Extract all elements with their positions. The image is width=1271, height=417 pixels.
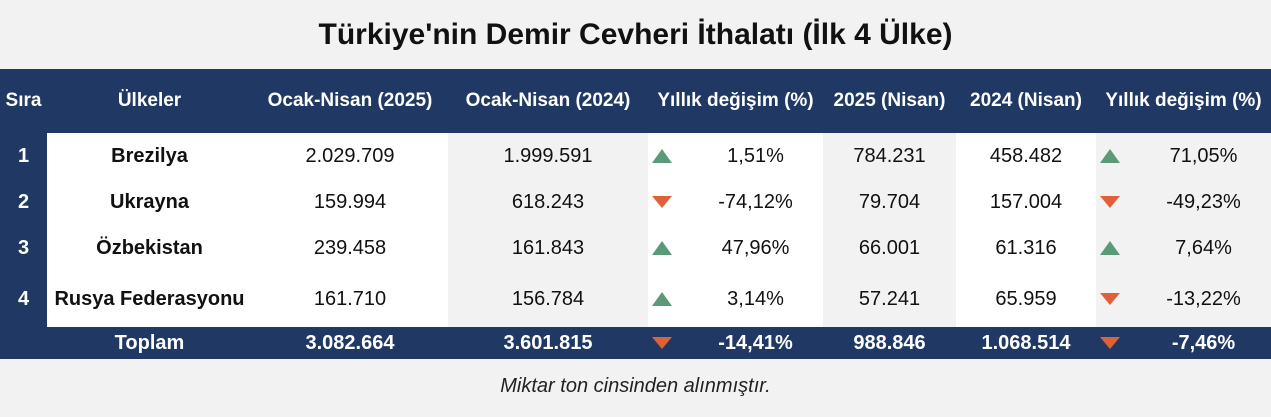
col-header-jan-apr-2025: Ocak-Nisan (2025) — [252, 69, 448, 133]
apr-2024-cell: 458.482 — [956, 133, 1096, 179]
total-change-apr-cell: -7,46% — [1096, 327, 1271, 359]
trend-up-icon — [652, 292, 692, 306]
change-apr-cell: -49,23% — [1096, 179, 1271, 225]
country-cell: Brezilya — [47, 133, 252, 179]
jan-apr-2025-cell: 161.710 — [252, 271, 448, 327]
total-apr-2024: 1.068.514 — [956, 327, 1096, 359]
table-row: 1 Brezilya 2.029.709 1.999.591 1,51% 784.231 4… — [0, 133, 1271, 179]
change-ytd-cell: 1,51% — [648, 133, 823, 179]
apr-2024-cell: 61.316 — [956, 225, 1096, 271]
col-header-apr-2025: 2025 (Nisan) — [823, 69, 956, 133]
change-apr-value: -49,23% — [1166, 190, 1241, 213]
col-header-change-apr: Yıllık değişim (%) — [1096, 69, 1271, 133]
rank-cell: 1 — [0, 133, 47, 179]
total-apr-2025: 988.846 — [823, 327, 956, 359]
country-cell: Rusya Federasyonu — [47, 271, 252, 327]
apr-2024-cell: 157.004 — [956, 179, 1096, 225]
change-apr-cell: -13,22% — [1096, 271, 1271, 327]
change-apr-cell: 7,64% — [1096, 225, 1271, 271]
change-apr-cell: 71,05% — [1096, 133, 1271, 179]
total-change-ytd-cell: -14,41% — [648, 327, 823, 359]
total-label: Toplam — [47, 327, 252, 359]
total-jan-apr-2025: 3.082.664 — [252, 327, 448, 359]
trend-up-icon — [1100, 241, 1140, 255]
change-apr-value: 7,64% — [1175, 236, 1232, 259]
col-header-country: Ülkeler — [47, 69, 252, 133]
country-cell: Ukrayna — [47, 179, 252, 225]
apr-2025-cell: 66.001 — [823, 225, 956, 271]
table-row: 2 Ukrayna 159.994 618.243 -74,12% 79.704 157.0… — [0, 179, 1271, 225]
trend-up-icon — [1100, 149, 1140, 163]
rank-cell: 2 — [0, 179, 47, 225]
table-row: 4 Rusya Federasyonu 161.710 156.784 3,14% 57.… — [0, 271, 1271, 327]
change-ytd-cell: 47,96% — [648, 225, 823, 271]
trend-down-icon — [1100, 293, 1140, 305]
total-row: Toplam 3.082.664 3.601.815 -14,41% 988.846 1.… — [0, 327, 1271, 359]
col-header-rank: Sıra — [0, 69, 47, 133]
jan-apr-2024-cell: 156.784 — [448, 271, 648, 327]
jan-apr-2024-cell: 618.243 — [448, 179, 648, 225]
jan-apr-2025-cell: 2.029.709 — [252, 133, 448, 179]
total-rank-cell — [0, 327, 47, 359]
trend-down-icon — [652, 196, 692, 208]
apr-2025-cell: 784.231 — [823, 133, 956, 179]
jan-apr-2024-cell: 1.999.591 — [448, 133, 648, 179]
col-header-change-ytd: Yıllık değişim (%) — [648, 69, 823, 133]
trend-up-icon — [652, 241, 692, 255]
rank-cell: 3 — [0, 225, 47, 271]
total-change-ytd: -14,41% — [718, 331, 793, 354]
col-header-apr-2024: 2024 (Nisan) — [956, 69, 1096, 133]
trend-down-icon — [1100, 196, 1140, 208]
trend-down-icon — [1100, 337, 1140, 349]
apr-2025-cell: 57.241 — [823, 271, 956, 327]
trend-down-icon — [652, 337, 692, 349]
import-table-container: Sıra Ülkeler Ocak-Nisan (2025) Ocak-Nisa… — [0, 69, 1271, 359]
rank-cell: 4 — [0, 271, 47, 327]
footnote: Miktar ton cinsinden alınmıştır. — [500, 374, 771, 397]
total-change-apr: -7,46% — [1171, 331, 1236, 354]
table-header-row: Sıra Ülkeler Ocak-Nisan (2025) Ocak-Nisa… — [0, 69, 1271, 133]
jan-apr-2025-cell: 239.458 — [252, 225, 448, 271]
total-jan-apr-2024: 3.601.815 — [448, 327, 648, 359]
col-header-jan-apr-2024: Ocak-Nisan (2024) — [448, 69, 648, 133]
jan-apr-2025-cell: 159.994 — [252, 179, 448, 225]
change-apr-value: 71,05% — [1169, 144, 1238, 167]
table-title: Türkiye'nin Demir Cevheri İthalatı (İlk … — [0, 0, 1271, 69]
change-ytd-value: 3,14% — [727, 287, 784, 310]
change-ytd-value: 47,96% — [721, 236, 790, 259]
change-ytd-cell: -74,12% — [648, 179, 823, 225]
change-ytd-cell: 3,14% — [648, 271, 823, 327]
change-apr-value: -13,22% — [1166, 287, 1241, 310]
apr-2025-cell: 79.704 — [823, 179, 956, 225]
change-ytd-value: -74,12% — [718, 190, 793, 213]
table-row: 3 Özbekistan 239.458 161.843 47,96% 66.001 61.… — [0, 225, 1271, 271]
jan-apr-2024-cell: 161.843 — [448, 225, 648, 271]
trend-up-icon — [652, 149, 692, 163]
change-ytd-value: 1,51% — [727, 144, 784, 167]
country-cell: Özbekistan — [47, 225, 252, 271]
apr-2024-cell: 65.959 — [956, 271, 1096, 327]
import-table: Sıra Ülkeler Ocak-Nisan (2025) Ocak-Nisa… — [0, 69, 1271, 359]
